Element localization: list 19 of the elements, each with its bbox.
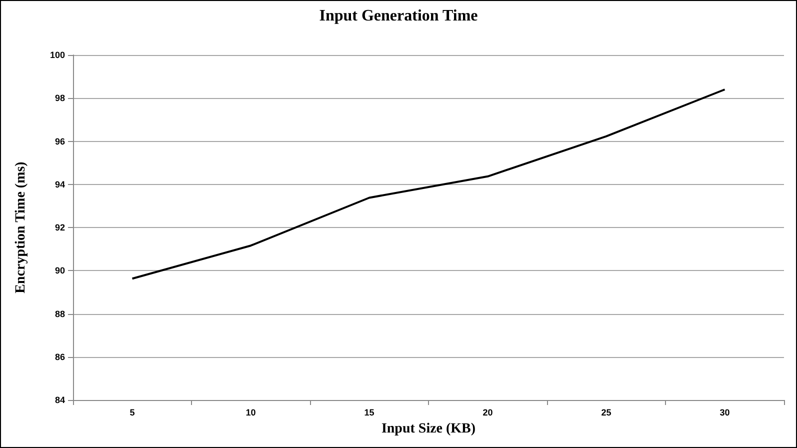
y-tick-label: 86: [54, 352, 65, 362]
chart-title: Input Generation Time: [319, 8, 478, 24]
x-tick-label: 10: [246, 408, 256, 418]
line-series: [131, 88, 726, 280]
y-tick-label: 88: [54, 308, 65, 319]
y-tick-label: 84: [54, 395, 65, 405]
y-tick-label: 90: [54, 266, 65, 276]
x-tick-label: 25: [601, 408, 612, 418]
y-tick-label: 96: [54, 136, 65, 146]
y-tick-label: 100: [50, 50, 65, 60]
x-tick-label: 5: [130, 408, 135, 418]
y-tick-label: 92: [54, 222, 65, 232]
y-tick-label: 98: [54, 93, 65, 104]
x-tick-label: 15: [364, 408, 374, 418]
x-tick-label: 20: [482, 408, 493, 418]
y-tick-label: 94: [54, 179, 65, 190]
x-tick-label: 30: [720, 408, 730, 418]
y-axis-title: Encryption Time (ms): [14, 161, 28, 294]
x-axis-title: Input Size (KB): [381, 422, 476, 436]
